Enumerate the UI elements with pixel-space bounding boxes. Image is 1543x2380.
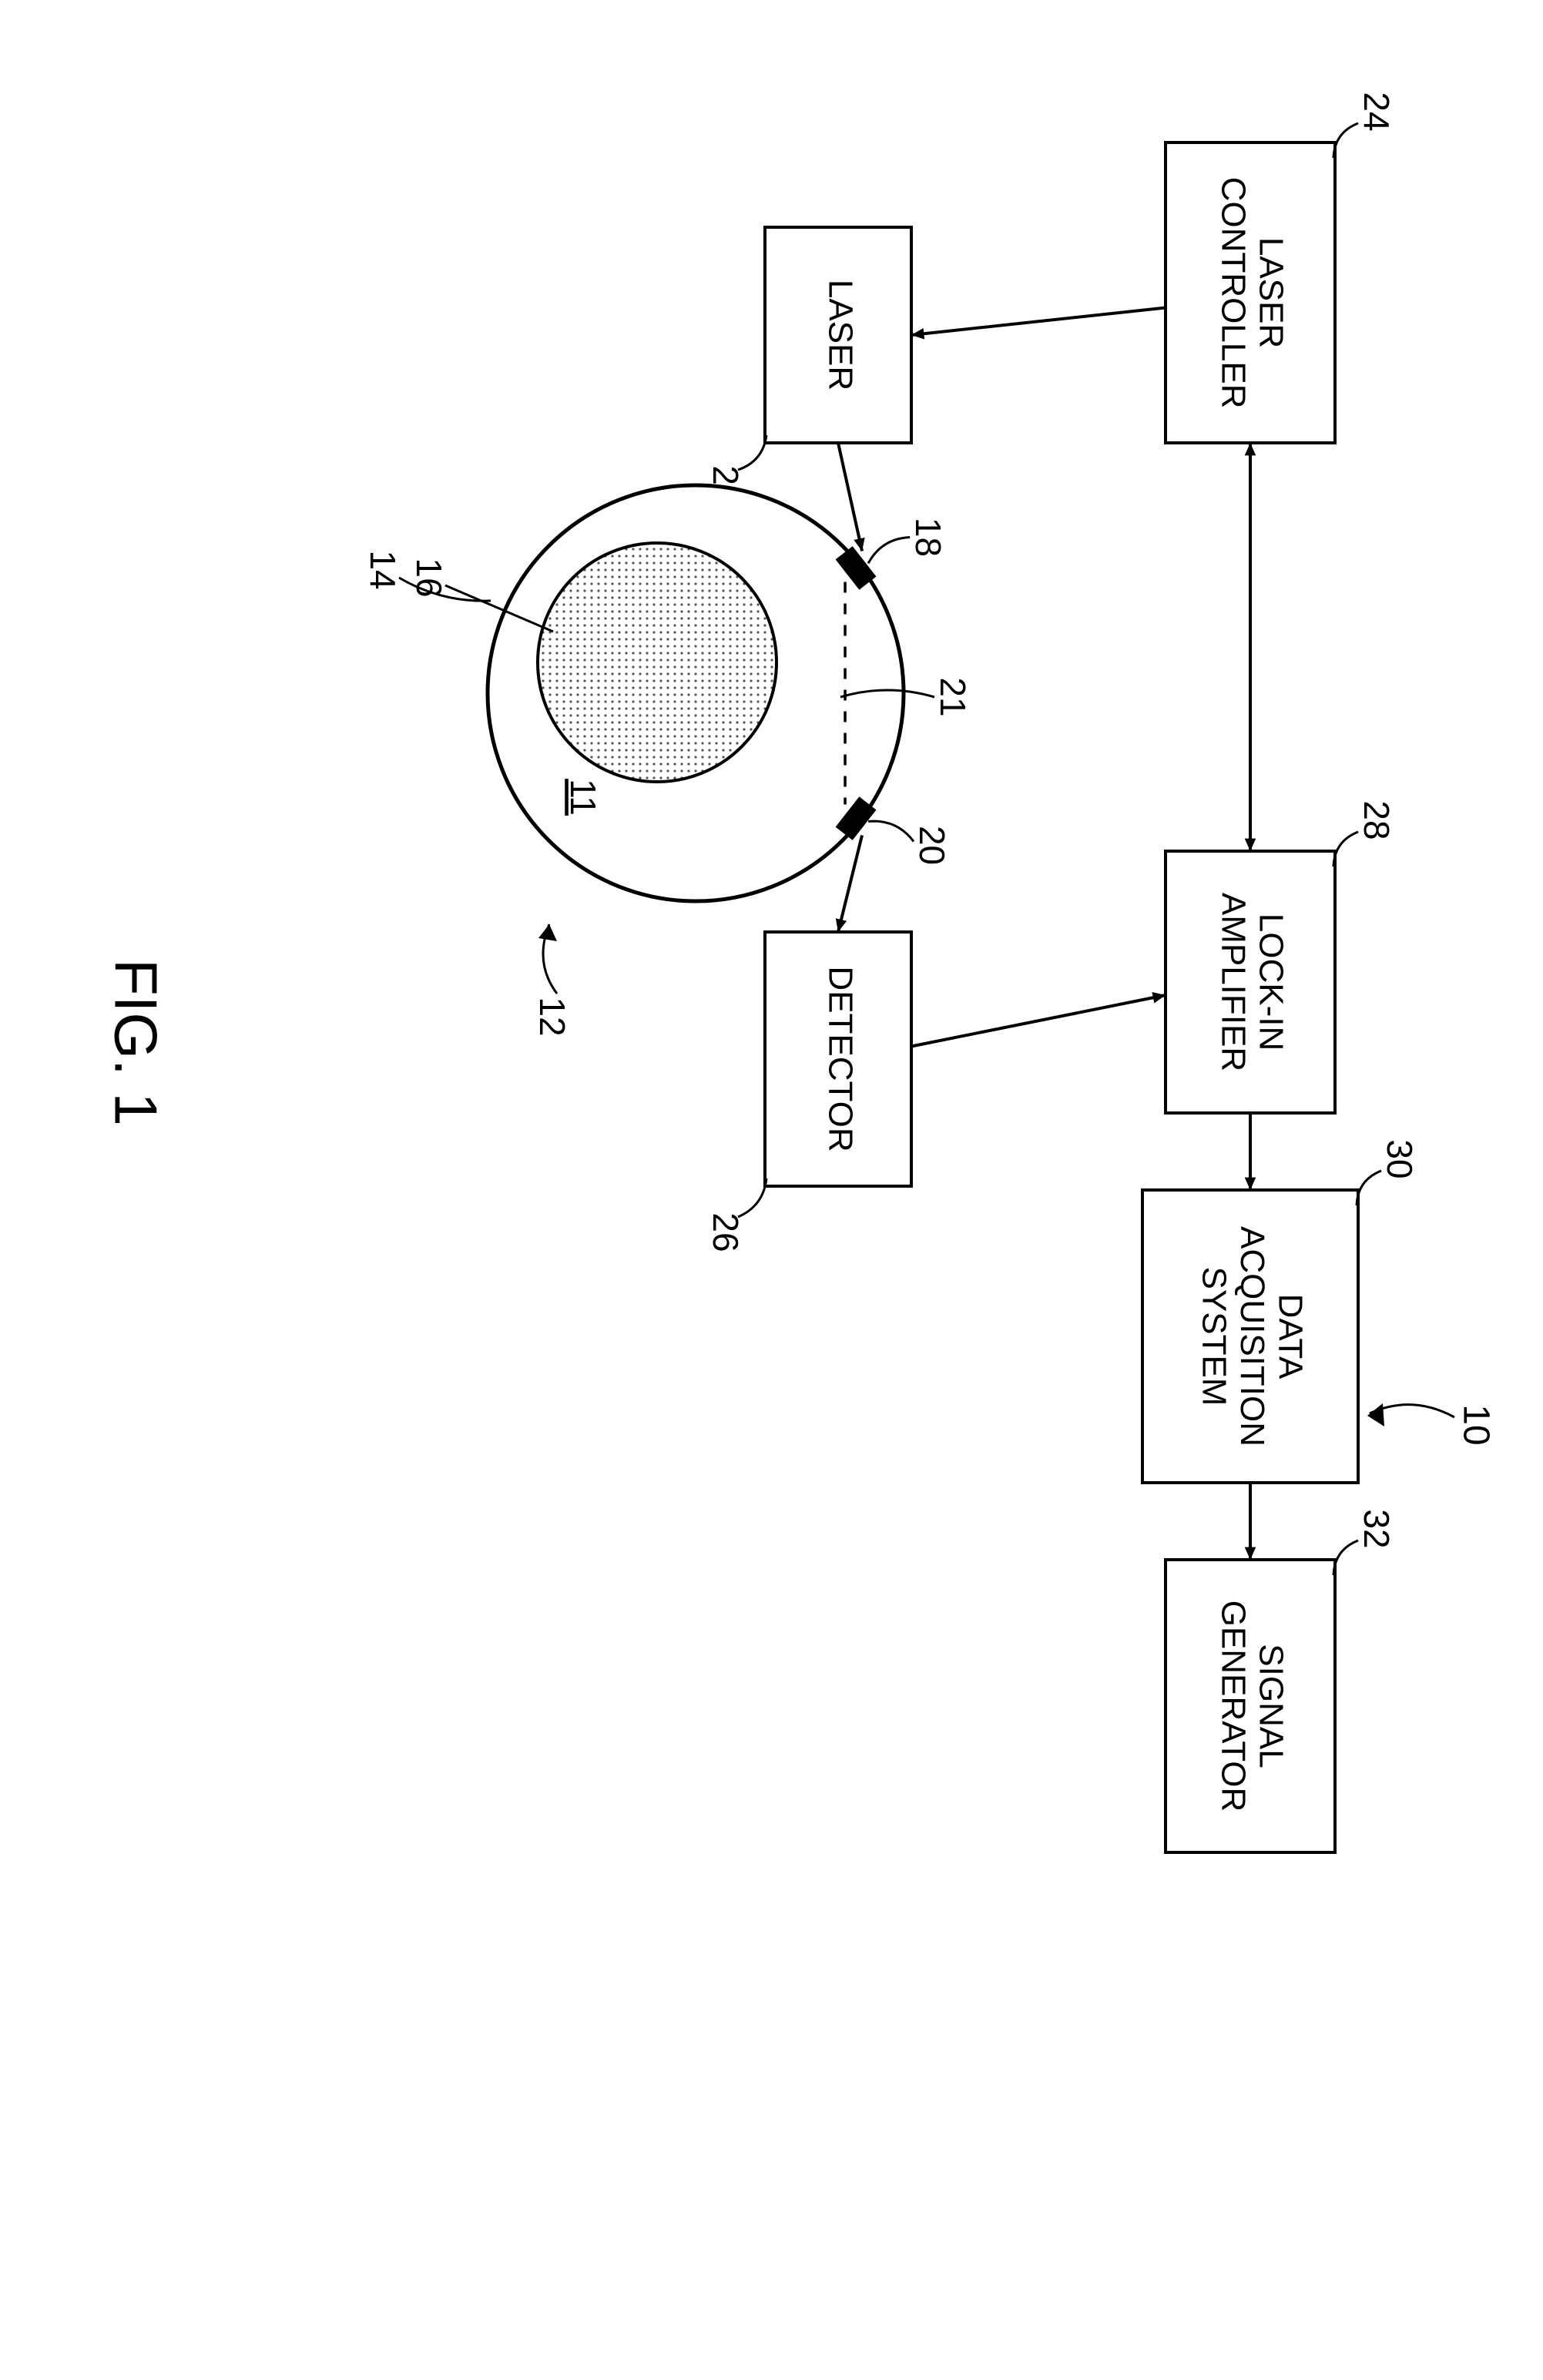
svg-text:26: 26 (706, 1212, 746, 1252)
svg-text:20: 20 (912, 826, 952, 865)
svg-text:18: 18 (908, 518, 948, 557)
svg-text:24: 24 (1357, 92, 1397, 131)
svg-text:12: 12 (532, 997, 572, 1036)
svg-text:DETECTOR: DETECTOR (821, 966, 859, 1151)
svg-text:FIG. 1: FIG. 1 (102, 959, 169, 1126)
svg-text:LASER: LASER (821, 280, 859, 391)
svg-text:LOCK-INAMPLIFIER: LOCK-INAMPLIFIER (1215, 893, 1290, 1071)
svg-text:11: 11 (563, 779, 603, 816)
svg-text:28: 28 (1357, 800, 1397, 840)
svg-text:21: 21 (933, 677, 973, 716)
svg-text:14: 14 (363, 550, 403, 589)
svg-text:10: 10 (1455, 1404, 1496, 1445)
svg-text:30: 30 (1380, 1139, 1420, 1178)
svg-text:32: 32 (1357, 1509, 1397, 1548)
